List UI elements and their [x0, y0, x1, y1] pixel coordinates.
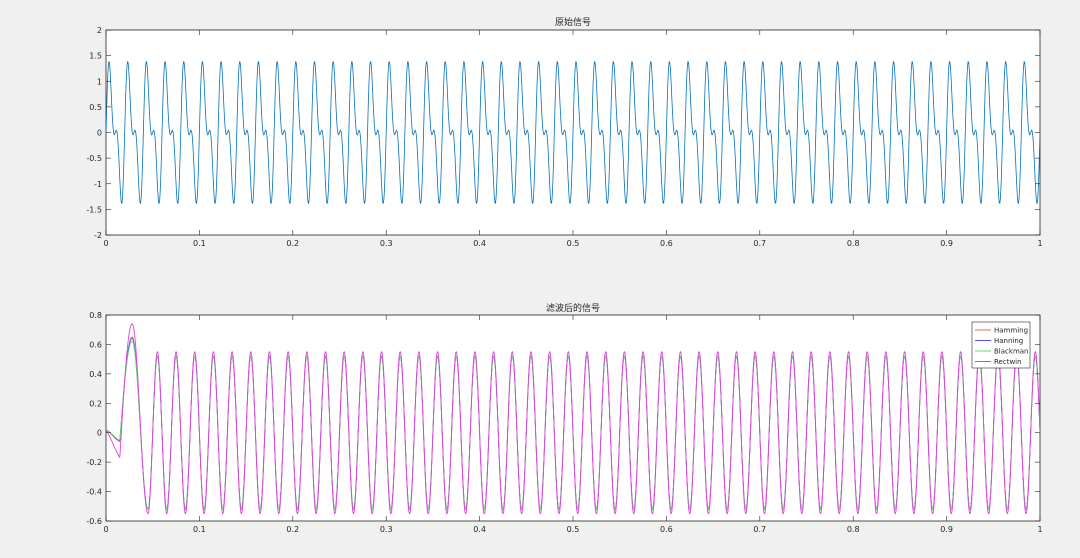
plot-lines — [106, 61, 1040, 204]
y-tick-label: -1 — [94, 180, 102, 189]
series-line-original-signal — [106, 61, 1040, 204]
plot-lines — [106, 323, 1040, 515]
legend-label: Hanning — [994, 337, 1023, 345]
y-tick-label: 0.6 — [89, 340, 102, 349]
y-tick-label: 0.5 — [89, 103, 102, 112]
x-tick-label: 0.2 — [286, 239, 299, 248]
x-tick-label: 0.6 — [660, 525, 673, 534]
x-tick-label: 0.5 — [567, 239, 580, 248]
axis-ticks: 0 0.1 0.2 0.3 0.4 0.5 0.6 0.7 0.8 0.9 1 -0.6 -0.4 -0.… — [86, 311, 1042, 534]
x-tick-label: 1 — [1037, 525, 1042, 534]
x-tick-label: 0.1 — [193, 525, 206, 534]
y-tick-label: -2 — [94, 231, 102, 240]
original-signal-axes[interactable]: 原始信号 0 0.1 0.2 0.3 0.4 0.5 0.6 0.7 0.8 0.9 1 -2 -1.5… — [86, 16, 1042, 248]
y-tick-label: 0 — [97, 129, 102, 138]
legend[interactable]: Hamming Hanning Blackman Rectwin — [971, 321, 1031, 369]
filtered-signal-axes[interactable]: 滤波后的信号 0 0.1 0.2 0.3 0.4 0.5 0.6 0.7 0.8 0.9 1 -0.6… — [86, 302, 1042, 534]
x-tick-label: 0.5 — [567, 525, 580, 534]
y-tick-label: 0.2 — [89, 399, 102, 408]
x-tick-label: 0.7 — [753, 525, 766, 534]
x-tick-label: 0 — [103, 525, 108, 534]
x-tick-label: 0.4 — [473, 239, 486, 248]
y-tick-label: 2 — [97, 26, 102, 35]
y-tick-label: -0.2 — [86, 458, 102, 467]
x-tick-label: 0.3 — [380, 239, 393, 248]
chart-title: 原始信号 — [555, 16, 591, 28]
legend-label: Rectwin — [994, 358, 1022, 366]
y-tick-label: 0 — [97, 429, 102, 438]
y-tick-label: 0.4 — [89, 370, 102, 379]
legend-label: Hamming — [994, 327, 1028, 335]
chart-title: 滤波后的信号 — [546, 302, 600, 314]
x-tick-label: 0.8 — [847, 239, 860, 248]
legend-label: Blackman — [994, 348, 1028, 356]
x-tick-label: 0.1 — [193, 239, 206, 248]
axes-background — [105, 314, 1041, 522]
x-tick-label: 0.8 — [847, 525, 860, 534]
y-tick-label: 0.8 — [89, 311, 102, 320]
y-tick-label: -0.6 — [86, 517, 102, 526]
x-tick-label: 0.9 — [940, 525, 953, 534]
x-tick-label: 0 — [103, 239, 108, 248]
x-tick-label: 1 — [1037, 239, 1042, 248]
x-tick-label: 0.2 — [286, 525, 299, 534]
x-tick-label: 0.7 — [753, 239, 766, 248]
x-tick-label: 0.9 — [940, 239, 953, 248]
x-tick-label: 0.6 — [660, 239, 673, 248]
y-tick-label: -1.5 — [86, 205, 102, 214]
y-tick-label: 1 — [97, 77, 102, 86]
y-tick-label: 1.5 — [89, 52, 102, 61]
series-line-rectwin — [106, 323, 1040, 515]
x-tick-label: 0.3 — [380, 525, 393, 534]
axis-ticks: 0 0.1 0.2 0.3 0.4 0.5 0.6 0.7 0.8 0.9 1 -2 -1.5 -1 -0.… — [86, 26, 1042, 248]
y-tick-label: -0.5 — [86, 154, 102, 163]
x-tick-label: 0.4 — [473, 525, 486, 534]
y-tick-label: -0.4 — [86, 488, 102, 497]
